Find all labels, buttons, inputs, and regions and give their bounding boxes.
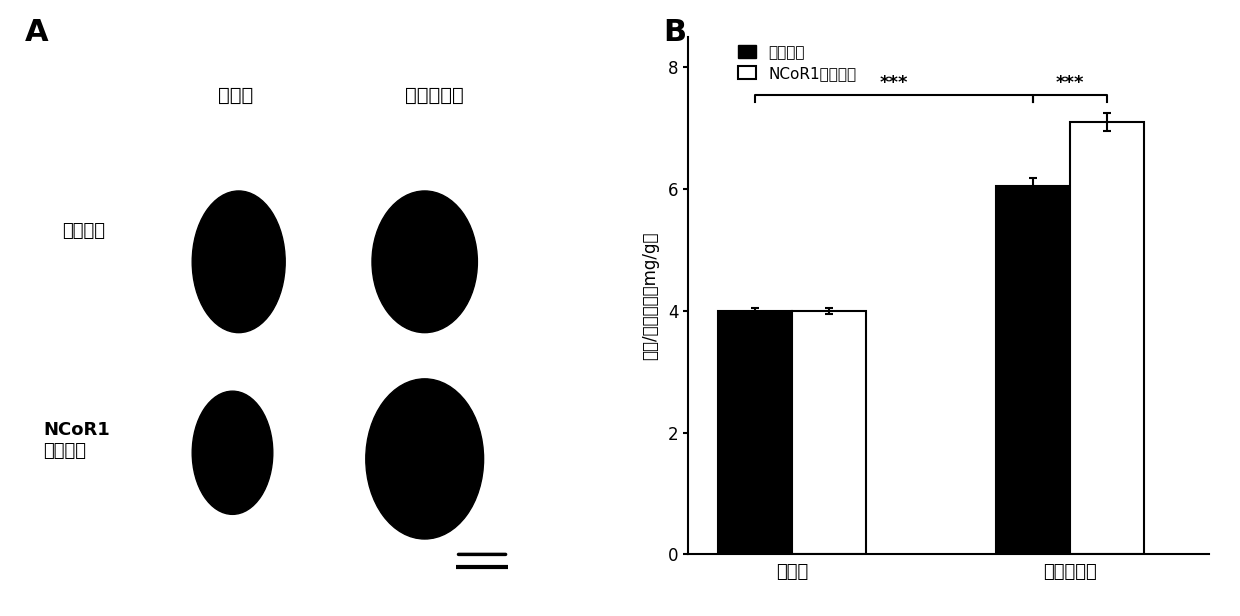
Y-axis label: 心脏/体重比值（mg/g）: 心脏/体重比值（mg/g） bbox=[641, 232, 660, 360]
Bar bbox=[792, 311, 867, 554]
Text: ***: *** bbox=[1056, 75, 1084, 92]
Text: 压力超负荷: 压力超负荷 bbox=[404, 86, 464, 105]
Text: A: A bbox=[25, 18, 48, 47]
Text: B: B bbox=[663, 18, 687, 47]
Bar bbox=[718, 311, 792, 554]
Ellipse shape bbox=[192, 191, 285, 333]
Bar bbox=[1070, 122, 1145, 554]
Legend: 对照小鼠, NCoR1敲除小鼠: 对照小鼠, NCoR1敲除小鼠 bbox=[738, 44, 856, 81]
Text: 假手术: 假手术 bbox=[218, 86, 253, 105]
Text: NCoR1
敲除小鼠: NCoR1 敲除小鼠 bbox=[43, 421, 110, 460]
Text: ***: *** bbox=[880, 75, 909, 92]
Bar bbox=[996, 186, 1070, 554]
Ellipse shape bbox=[192, 391, 273, 514]
Ellipse shape bbox=[366, 379, 484, 539]
Ellipse shape bbox=[372, 191, 477, 333]
Text: 对照小鼠: 对照小鼠 bbox=[62, 222, 105, 240]
